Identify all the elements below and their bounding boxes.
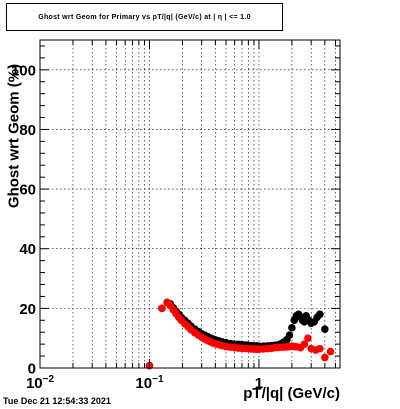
data-point (316, 344, 324, 353)
data-points (145, 298, 335, 370)
y-tick-label: 100 (11, 62, 36, 79)
axis-ticks (39, 40, 340, 369)
data-point (316, 310, 324, 319)
chart-title: Ghost wrt Geom for Primary vs pT/|q| (Ge… (6, 3, 283, 31)
chart-title-text: Ghost wrt Geom for Primary vs pT/|q| (Ge… (38, 13, 251, 21)
data-point (158, 304, 166, 313)
y-tick-label: 40 (19, 241, 36, 258)
y-tick-label: 60 (19, 182, 36, 199)
data-point (300, 340, 309, 348)
data-point (285, 331, 294, 340)
data-point (326, 347, 335, 356)
x-tick-label: 10−1 (135, 374, 164, 392)
data-point (304, 334, 312, 342)
grid-lines (40, 40, 340, 368)
y-tick-label: 0 (28, 361, 36, 378)
data-point (321, 325, 329, 334)
x-tick-label: 10−2 (26, 374, 55, 392)
x-tick-label: 1 (255, 375, 263, 392)
x-axis-label: pT/|q| (GeV/c) (243, 385, 340, 402)
plot-frame (39, 39, 341, 369)
y-tick-label: 20 (19, 301, 36, 318)
y-axis-label: Ghost wrt Geom (%) (5, 63, 23, 209)
datestamp: Tue Dec 21 12:54:33 2021 (3, 396, 111, 406)
data-point (321, 353, 329, 362)
y-tick-label: 80 (19, 122, 36, 139)
data-point (288, 323, 296, 332)
axis-tick-labels: 0 20 40 60 80 100 10−2 10−1 1 (11, 62, 263, 392)
